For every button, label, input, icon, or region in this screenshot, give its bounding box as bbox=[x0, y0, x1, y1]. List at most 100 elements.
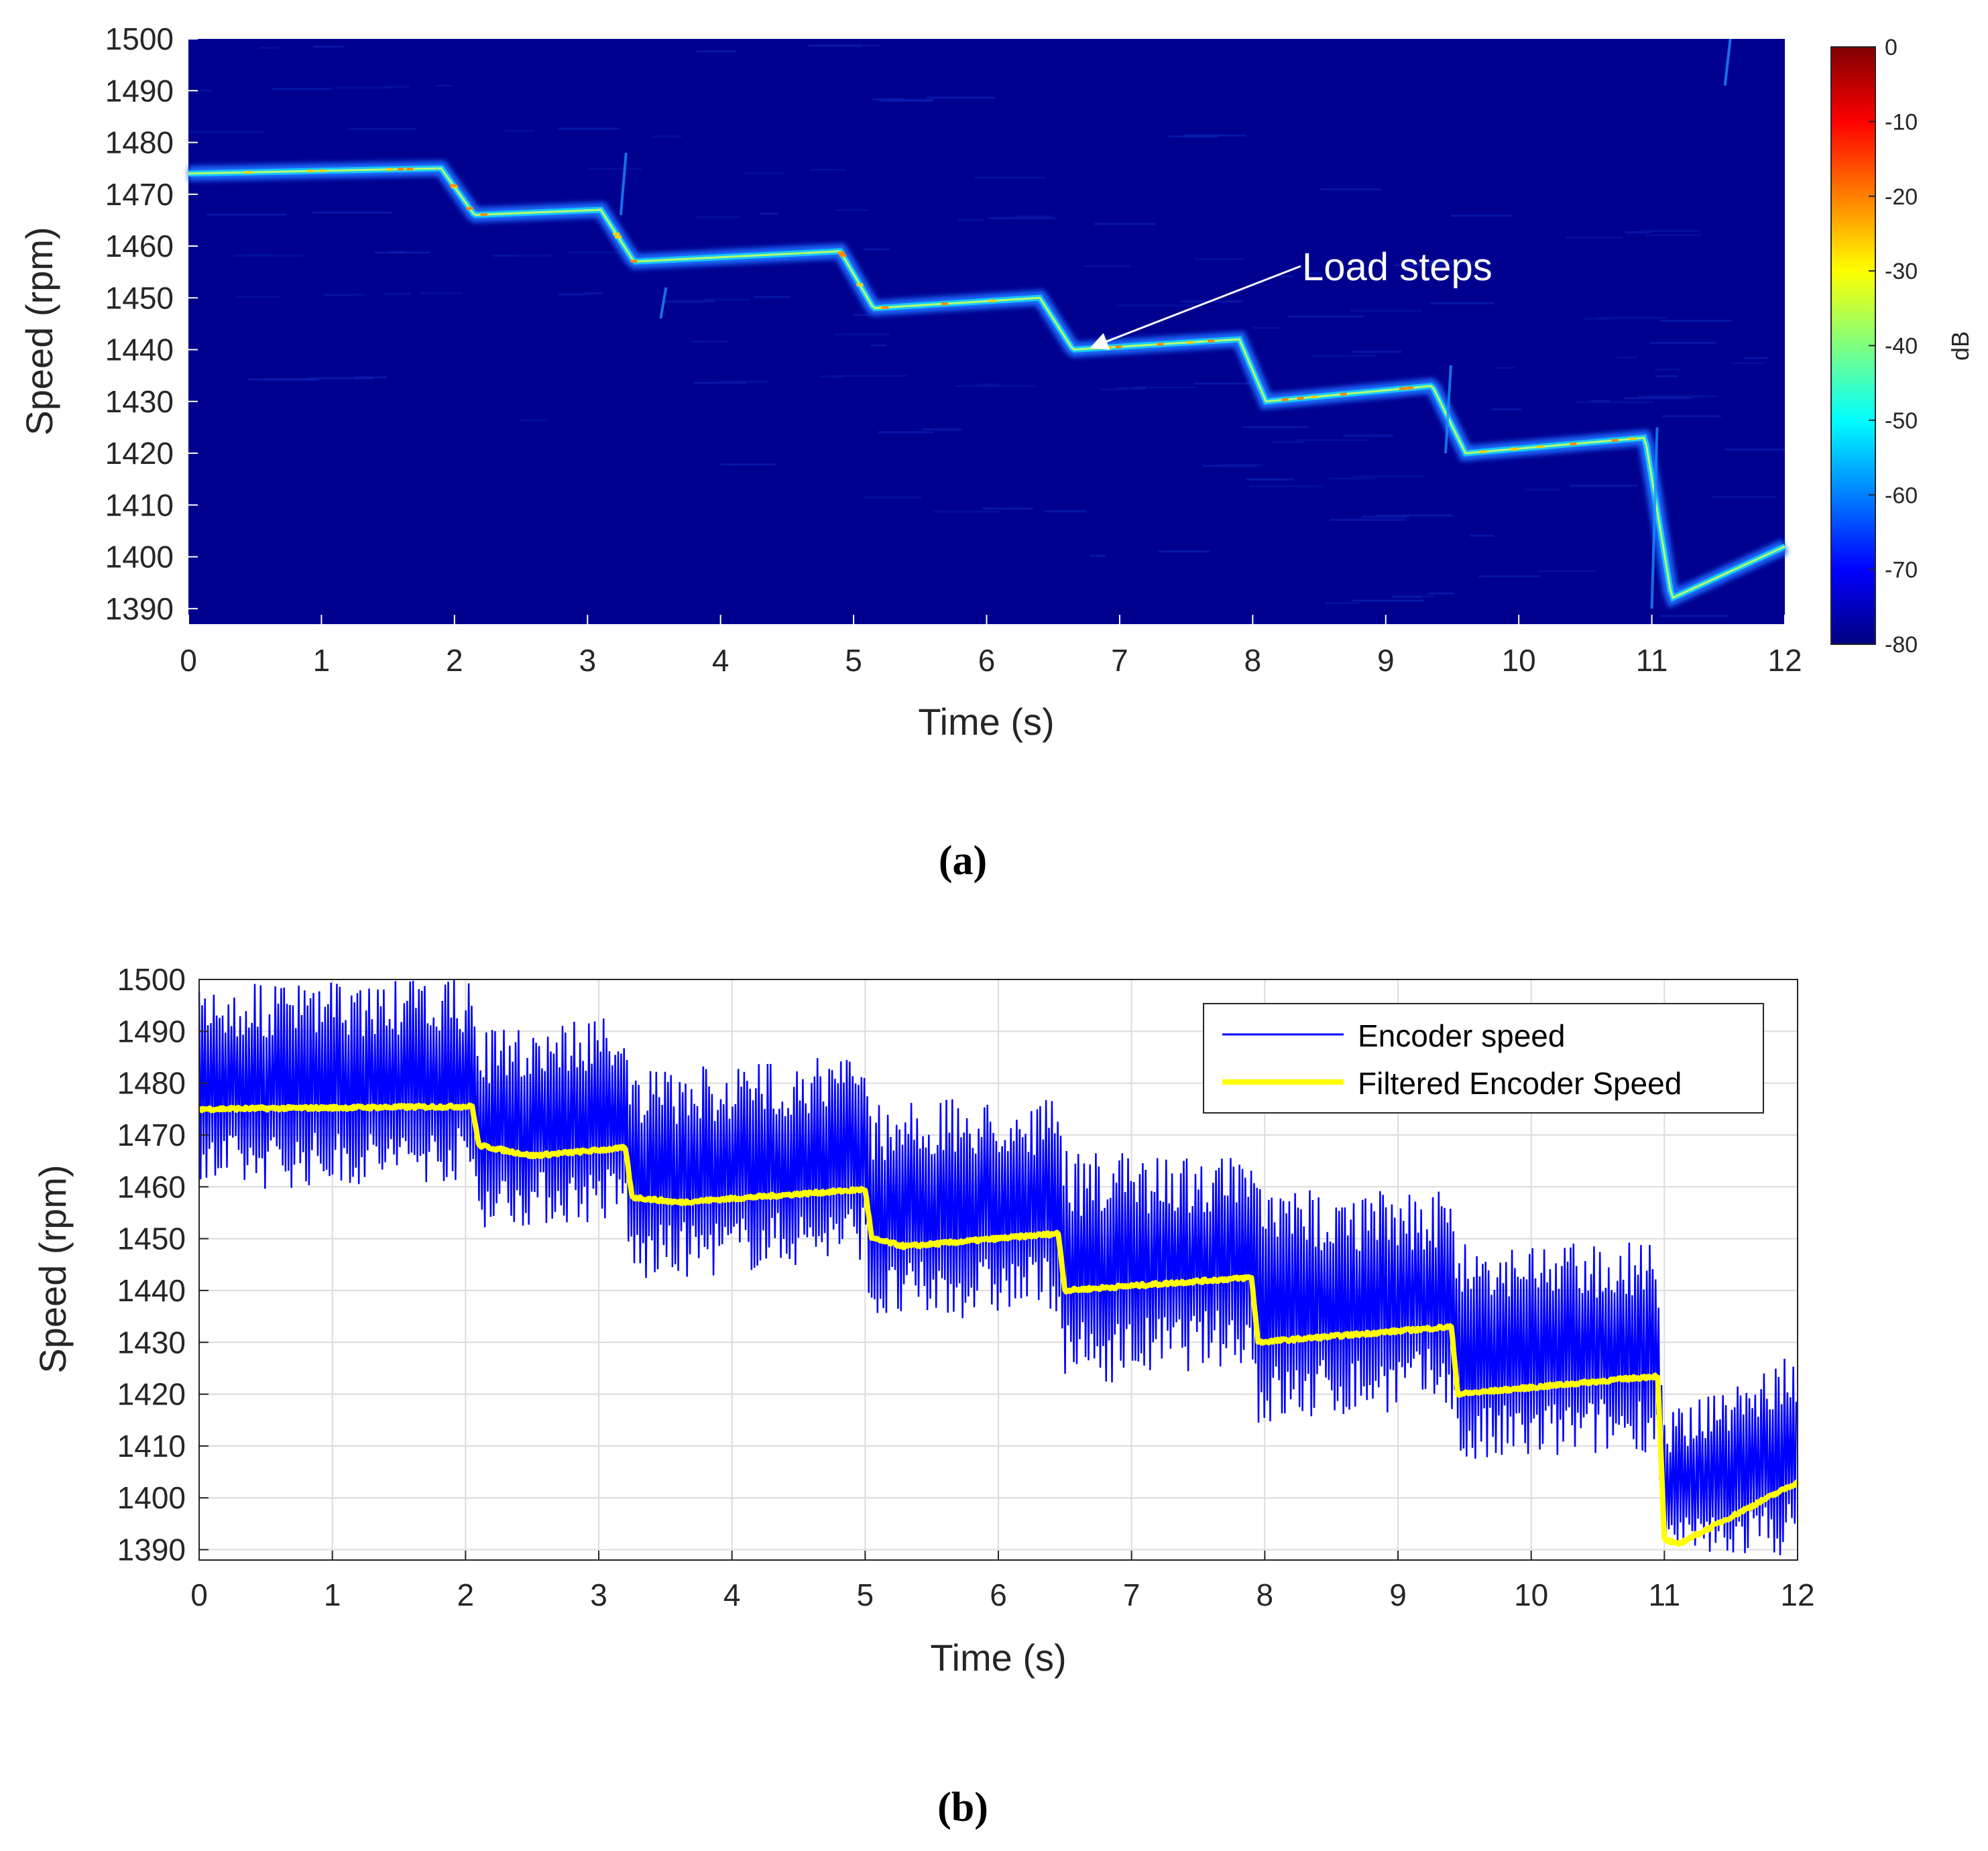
legend-label-encoder-speed: Encoder speed bbox=[1358, 1018, 1565, 1053]
y-tick-label: 1480 bbox=[117, 1066, 186, 1101]
series-encoder-speed bbox=[198, 979, 1798, 1555]
x-tick-label: 12 bbox=[1767, 643, 1802, 678]
ridge-hotspot bbox=[1629, 437, 1637, 440]
panel-label-b: (b) bbox=[937, 1785, 988, 1830]
ridge-hotspot bbox=[1403, 387, 1410, 390]
y-tick-label: 1410 bbox=[105, 487, 174, 522]
x-tick-label: 7 bbox=[1111, 643, 1128, 678]
y-tick-label: 1430 bbox=[117, 1325, 186, 1360]
colorbar-tick-label: -30 bbox=[1885, 259, 1918, 284]
ridge-hotspot bbox=[406, 168, 414, 171]
ridge-hotspot bbox=[1157, 343, 1164, 346]
ridge-hotspot bbox=[1399, 387, 1407, 390]
ridge-hotspot bbox=[613, 233, 620, 236]
legend-label-filtered-encoder-speed: Filtered Encoder Speed bbox=[1358, 1066, 1682, 1101]
colorbar-tick-label: -20 bbox=[1885, 184, 1918, 210]
y-tick-label: 1420 bbox=[105, 436, 174, 471]
y-tick-label: 1410 bbox=[117, 1429, 186, 1464]
ridge-hotspot bbox=[466, 206, 473, 210]
x-tick-label: 5 bbox=[857, 1577, 874, 1612]
colorbar-gradient bbox=[1830, 46, 1876, 645]
ridge-hotspot bbox=[839, 254, 846, 257]
transient-spike bbox=[1444, 365, 1452, 454]
x-tick-label: 2 bbox=[446, 643, 463, 678]
load-steps-annotation: Load steps bbox=[1302, 245, 1493, 289]
y-tick-label: 1490 bbox=[105, 73, 174, 108]
y-tick-label: 1460 bbox=[117, 1169, 186, 1204]
ridge-hotspot bbox=[837, 251, 845, 255]
colorbar-tick-label: -10 bbox=[1885, 109, 1918, 135]
ridge-hotspot bbox=[1115, 345, 1122, 349]
ridge-hotspot bbox=[856, 283, 864, 286]
colorbar-tick-label: -70 bbox=[1885, 558, 1918, 583]
ridge-hotspot bbox=[1097, 347, 1104, 350]
x-tick-label: 7 bbox=[1123, 1577, 1141, 1612]
colorbar-tick-label: -50 bbox=[1885, 408, 1918, 434]
x-tick-label: 10 bbox=[1514, 1577, 1548, 1612]
x-tick-label: 0 bbox=[190, 1577, 208, 1612]
ridge-hotspot bbox=[941, 302, 948, 306]
colorbar-ticks: 0 -10 -20 -30 -40 -50 -60 -70 -80 bbox=[1869, 35, 1918, 658]
x-tick-label: 2 bbox=[457, 1577, 475, 1612]
y-tick-label: 1500 bbox=[117, 962, 186, 997]
y-tick-label: 1460 bbox=[105, 229, 174, 263]
ridge-hotspot bbox=[1106, 346, 1113, 349]
ridge-hotspot bbox=[615, 235, 622, 239]
ridge-hotspot bbox=[1406, 386, 1413, 390]
ridge-hotspot bbox=[1186, 341, 1193, 344]
y-tick-label: 1400 bbox=[117, 1480, 186, 1515]
x-tick-label: 6 bbox=[978, 643, 996, 678]
spectrogram-speed-ridge bbox=[188, 38, 1788, 609]
y-tick-label: 1390 bbox=[105, 591, 174, 626]
transient-spike bbox=[1650, 427, 1659, 609]
x-tick-label: 11 bbox=[1648, 1577, 1680, 1612]
colorbar: 0 -10 -20 -30 -40 -50 -60 -70 -80 dB bbox=[1830, 35, 1974, 658]
x-tick-label: 8 bbox=[1244, 643, 1262, 678]
filtered-encoder-speed-line bbox=[197, 1102, 1800, 1547]
ridge-hotspot bbox=[1340, 393, 1347, 396]
x-tick-label: 3 bbox=[579, 643, 596, 678]
speed-y-ticks: 1500 1490 1480 1470 1460 1450 1440 1430 1420 1410… bbox=[117, 962, 209, 1567]
colorbar-tick-label: -60 bbox=[1885, 483, 1918, 508]
ridge-hotspot bbox=[245, 171, 252, 174]
colorbar-tick-label: 0 bbox=[1885, 35, 1897, 60]
y-tick-label: 1490 bbox=[117, 1014, 186, 1049]
series-filtered-encoder-speed bbox=[197, 1102, 1800, 1547]
colorbar-tick-label: -80 bbox=[1885, 632, 1918, 658]
ridge-hotspot bbox=[989, 299, 996, 302]
ridge-hotspot bbox=[630, 259, 638, 263]
y-tick-label: 1470 bbox=[105, 177, 174, 212]
ridge-hotspot bbox=[1611, 438, 1619, 442]
legend-box bbox=[1203, 1003, 1764, 1114]
x-tick-label: 3 bbox=[590, 1577, 607, 1612]
x-tick-label: 12 bbox=[1780, 1577, 1814, 1612]
y-tick-label: 1440 bbox=[117, 1273, 186, 1308]
spectrogram-chart: 0 1 2 3 4 5 6 7 8 9 10 11 12 15001490148014701460145… bbox=[18, 21, 1974, 743]
ridge-hotspot bbox=[450, 184, 457, 187]
ridge-hotspot bbox=[1570, 442, 1577, 446]
ridge-hotspot bbox=[386, 168, 394, 171]
x-tick-label: 9 bbox=[1389, 1577, 1407, 1612]
x-tick-label: 6 bbox=[990, 1577, 1007, 1612]
spectrogram-faint-harmonics bbox=[188, 44, 1785, 617]
x-tick-label: 4 bbox=[723, 1577, 741, 1612]
x-tick-label: 5 bbox=[845, 643, 862, 678]
y-tick-label: 1450 bbox=[105, 280, 174, 315]
ridge-hotspot bbox=[1311, 396, 1318, 399]
x-tick-label: 11 bbox=[1636, 643, 1668, 678]
ridge-hotspot bbox=[480, 213, 487, 217]
speed-x-axis-label: Time (s) bbox=[930, 1636, 1066, 1679]
spectrogram-x-axis-label: Time (s) bbox=[918, 701, 1054, 743]
speed-x-ticks: 0 1 2 3 4 5 6 7 8 9 10 11 12 bbox=[190, 1551, 1815, 1612]
spectrogram-y-axis-label: Speed (rpm) bbox=[18, 227, 60, 435]
y-tick-label: 1450 bbox=[117, 1221, 186, 1256]
x-tick-label: 0 bbox=[180, 643, 197, 678]
speed-line-chart: 0 1 2 3 4 5 6 7 8 9 10 11 12 15001490148014701460145… bbox=[32, 962, 1815, 1679]
speed-y-axis-label: Speed (rpm) bbox=[32, 1165, 74, 1373]
transient-spike bbox=[1723, 38, 1732, 86]
legend: Encoder speed Filtered Encoder Speed bbox=[1203, 1003, 1764, 1114]
x-tick-label: 4 bbox=[712, 643, 729, 678]
colorbar-label: dB bbox=[1946, 331, 1974, 361]
spectrogram-x-ticks: 0 1 2 3 4 5 6 7 8 9 10 11 12 bbox=[180, 615, 1802, 678]
